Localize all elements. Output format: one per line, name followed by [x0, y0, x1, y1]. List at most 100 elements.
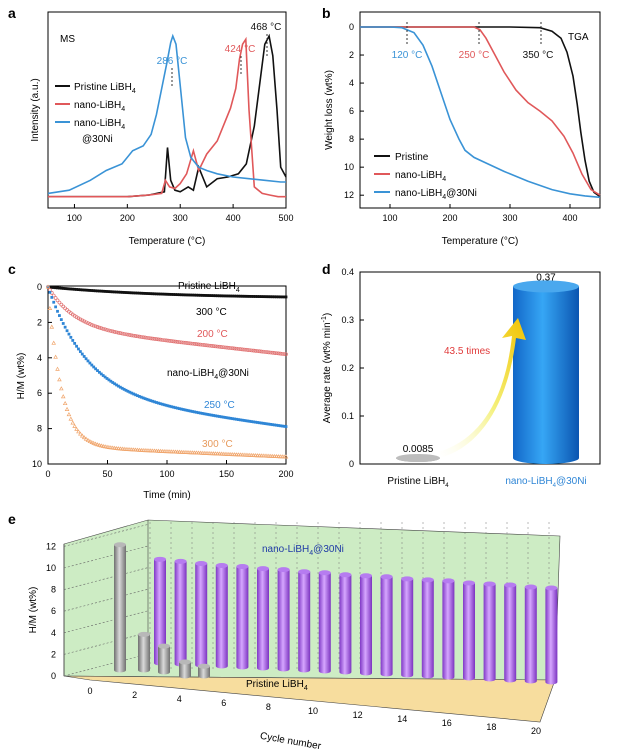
series-c-point-1: [126, 332, 130, 337]
series-c-point-1: [63, 306, 67, 311]
series-c-point-2: [227, 416, 231, 420]
series-c-point-2: [58, 314, 61, 317]
panel-a-letter: a: [8, 5, 16, 21]
series-c-point-0: [80, 288, 84, 292]
series-c-point-1: [78, 317, 83, 322]
series-c-point-2: [109, 379, 113, 383]
series-c-point-0: [153, 292, 157, 296]
plot-c-series: [45, 284, 289, 459]
label-c-300: 300 °C: [202, 439, 233, 450]
series-c-point-0: [128, 291, 132, 295]
series-c-point-0: [78, 288, 82, 292]
axis-e-ytick-label: 2: [51, 649, 56, 659]
series-c-point-0: [170, 293, 174, 296]
axis-d-ylabel: Average rate (wt% min-1): [321, 313, 333, 424]
axis-b-xtick-label: 400: [562, 213, 577, 223]
series-c-point-0: [185, 293, 189, 297]
category-d-pristine: Pristine LiBH4: [387, 476, 449, 489]
series-c-point-2: [113, 382, 117, 386]
legend-b-ni: nano-LiBH4@30Ni: [395, 188, 477, 201]
label-c-ni: nano-LiBH4@30Ni: [167, 368, 249, 381]
grid-e-line: [63, 653, 149, 677]
legend-a-ni-suffix: @30Ni: [82, 134, 113, 145]
series-c-point-1: [228, 346, 233, 350]
axis-c-xtick-label: 0: [45, 469, 50, 479]
series-c-point-0: [111, 290, 115, 294]
series-c-point-2: [254, 420, 257, 424]
series-c-point-0: [118, 290, 122, 294]
series-c-point-1: [103, 327, 107, 332]
bar-e-ni-top-6: [257, 566, 269, 572]
series-c-point-1: [150, 336, 155, 341]
series-c-point-0: [212, 294, 216, 298]
series-c-point-1: [251, 348, 256, 353]
series-c-point-2: [185, 408, 189, 412]
series-c-point-0: [219, 294, 223, 298]
series-c-point-3: [91, 440, 96, 445]
series-c-point-1: [162, 338, 166, 343]
bar-e-ni-top-15: [442, 578, 455, 584]
grid-e-line: [63, 588, 149, 612]
series-c-point-1: [168, 339, 172, 343]
series-c-point-3: [45, 284, 51, 289]
series-c-point-3: [70, 420, 76, 425]
series-c-point-1: [152, 337, 157, 341]
bar-e-ni-10: [339, 574, 352, 675]
annot-d-times: 43.5 times: [444, 346, 490, 357]
panel-a-title: MS: [60, 34, 75, 45]
series-c-point-2: [259, 421, 263, 425]
series-c-point-0: [98, 289, 101, 293]
series-c-point-0: [261, 295, 265, 299]
series-c-point-3: [99, 443, 104, 448]
series-c-point-2: [75, 344, 78, 348]
series-c-point-2: [237, 418, 240, 421]
axis-b-xtick-label: 200: [442, 213, 457, 223]
series-c-point-3: [283, 454, 289, 459]
axis-c-yticks: 0 2 4 6 8 10: [32, 282, 52, 469]
axis-d-yticks: 0 0.1 0.2 0.3 0.4: [341, 267, 364, 469]
series-c-point-1: [145, 335, 149, 340]
series-c-point-0: [147, 292, 151, 295]
bar-e-ni-top-5: [236, 564, 249, 570]
axis-e-xtick-label: 16: [442, 718, 452, 728]
series-c-point-0: [172, 293, 176, 296]
series-c-point-1: [211, 344, 216, 348]
bar-e-ni-top-7: [277, 567, 290, 573]
series-c-point-3: [66, 412, 72, 417]
bar-e-ni-top-17: [483, 581, 496, 587]
series-c-point-2: [200, 412, 204, 415]
series-c-point-0: [244, 294, 248, 298]
series-c-point-2: [101, 374, 105, 377]
series-c-point-0: [254, 295, 257, 298]
series-c-point-1: [278, 351, 283, 356]
series-c-point-2: [48, 290, 52, 294]
series-c-point-0: [48, 285, 52, 289]
series-c-point-1: [265, 350, 269, 354]
series-c-point-2: [210, 413, 214, 417]
series-c-point-2: [214, 414, 217, 418]
series-c-point-0: [189, 293, 193, 297]
series-c-point-0: [202, 294, 206, 297]
axis-e-xtick-label: 10: [308, 706, 318, 716]
series-c-point-2: [248, 419, 252, 423]
series-c-point-2: [56, 309, 59, 313]
series-c-point-0: [160, 292, 164, 296]
legend-a-ni: nano-LiBH4: [74, 118, 125, 131]
axis-a-xtick-label: 500: [278, 213, 293, 223]
series-c-point-1: [139, 335, 144, 339]
axis-e-ytick-label: 12: [46, 541, 56, 551]
series-c-point-0: [141, 291, 145, 295]
panel-e-letter: e: [8, 511, 16, 527]
series-c-point-2: [204, 412, 208, 416]
annot-b-250: 250 °C: [459, 50, 490, 61]
series-c-point-1: [135, 334, 140, 339]
axis-c-xticks: 0 50 100 150 200: [45, 460, 294, 479]
value-label-d-0: 0.0085: [403, 444, 434, 455]
axis-e-ylabel: H/M (wt%): [28, 587, 39, 634]
series-c-point-2: [240, 418, 244, 422]
series-c-point-2: [265, 422, 269, 426]
series-c-point-1: [108, 329, 113, 333]
series-c-point-1: [173, 339, 178, 344]
series-c-point-2: [280, 424, 284, 428]
series-c-point-1: [143, 335, 147, 340]
